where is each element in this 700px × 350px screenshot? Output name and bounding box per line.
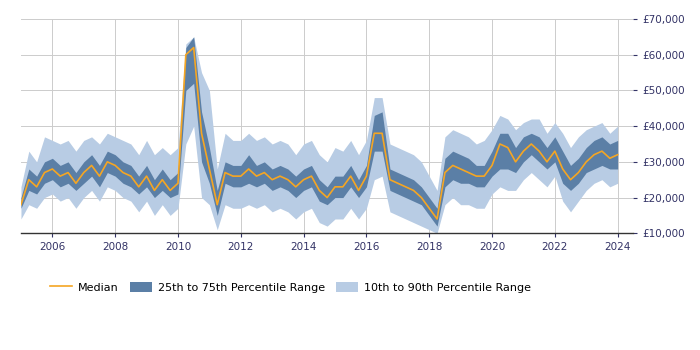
Median — [190, 46, 198, 50]
Line: Median: Median — [21, 48, 617, 219]
Median — [268, 177, 277, 182]
Median — [221, 170, 230, 175]
Median — [613, 153, 622, 157]
Median — [354, 188, 363, 193]
Median — [229, 174, 237, 178]
Median — [433, 217, 441, 221]
Legend: Median, 25th to 75th Percentile Range, 10th to 90th Percentile Range: Median, 25th to 75th Percentile Range, 1… — [46, 278, 535, 297]
Median — [134, 185, 143, 189]
Median — [284, 177, 292, 182]
Median — [17, 203, 25, 207]
